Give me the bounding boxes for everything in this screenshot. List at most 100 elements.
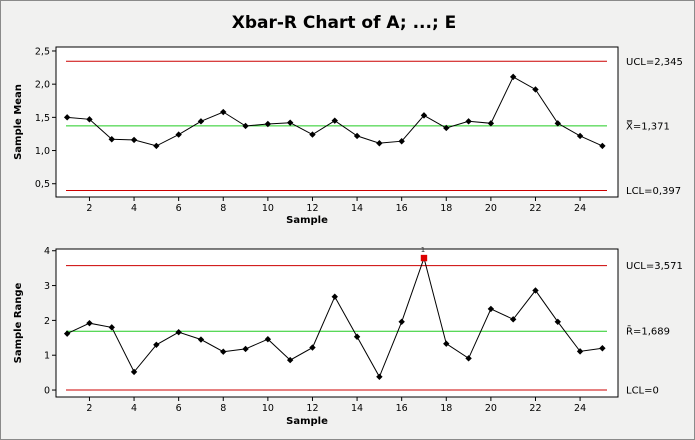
range-data-point	[86, 319, 93, 327]
xbar-data-point	[309, 131, 316, 138]
range-ucl-label: UCL=3,571	[626, 261, 683, 272]
xbar-ytick-label: 2,0	[35, 80, 50, 91]
xbar-xtick-label: 12	[306, 203, 318, 214]
range-xtick-label: 12	[306, 403, 318, 414]
range-flagged-point	[420, 254, 428, 262]
range-data-point	[376, 373, 383, 381]
xbar-xtick-label: 8	[220, 203, 226, 214]
range-center-label: R̄=1,689	[626, 325, 670, 338]
xbar-data-point	[376, 140, 383, 147]
range-flag-label: 1	[421, 246, 425, 254]
range-xtick-label: 10	[262, 403, 274, 414]
range-data-point	[242, 345, 249, 353]
xbar-ytick-label: 0,5	[35, 179, 50, 190]
xbar-ytick-label: 1,5	[35, 113, 50, 124]
range-data-point	[331, 293, 338, 300]
xbar-data-point	[63, 114, 71, 121]
xbar-data-point	[86, 116, 93, 123]
range-data-point	[286, 356, 294, 364]
xbar-ytick-label: 2,5	[35, 46, 50, 57]
xbar-xtick-label: 16	[396, 203, 408, 214]
xbar-data-point	[532, 86, 539, 93]
xbar-data-point	[509, 73, 517, 81]
xbar-data-point	[242, 122, 249, 130]
range-plot-area	[55, 248, 619, 398]
xbar-lcl-label: LCL=0,397	[626, 186, 681, 197]
range-x-axis-label: Sample	[286, 416, 328, 427]
xbar-center-label: X̿=1,371	[626, 119, 670, 133]
xbar-data-point	[175, 131, 182, 138]
range-xtick-label: 6	[176, 403, 182, 414]
range-data-point	[309, 344, 316, 351]
range-data-point	[63, 330, 71, 337]
xbar-data-point	[286, 119, 294, 126]
range-data-point	[153, 341, 160, 348]
xbar-panel: 0,51,01,52,02,52 4 6 8 10 12 14 16 18 20 22 24Sampl…	[13, 46, 683, 226]
xbar-xtick-label: 10	[262, 203, 274, 214]
xbar-y-axis-label: Sample Mean	[13, 84, 24, 160]
xbar-xtick-label: 24	[574, 203, 586, 214]
xbar-xtick-label: 22	[529, 203, 541, 214]
xbar-data-point	[264, 120, 272, 128]
range-data-point	[599, 345, 606, 352]
range-data-point	[487, 305, 495, 313]
range-data-point	[264, 335, 272, 343]
xbar-xtick-label: 2	[86, 203, 92, 214]
range-xtick-label: 22	[529, 403, 541, 414]
range-ytick-label: 2	[44, 316, 50, 327]
range-data-point	[108, 324, 115, 331]
xbar-data-point	[554, 120, 561, 127]
range-ytick-label: 0	[44, 386, 50, 397]
xbar-xtick-label: 14	[351, 203, 363, 214]
xbar-ytick-label: 1,0	[35, 146, 50, 157]
range-ytick-label: 3	[44, 281, 50, 292]
xbar-data-point	[599, 142, 606, 150]
chart-title: Xbar-R Chart of A; ...; E	[232, 13, 457, 33]
xbar-xtick-label: 4	[131, 203, 137, 214]
xbar-data-point	[197, 118, 205, 125]
range-data-point	[398, 318, 405, 325]
xbar-xtick-label: 18	[440, 203, 452, 214]
range-xtick-label: 18	[440, 403, 452, 414]
range-data-point	[465, 355, 472, 362]
xbar-data-point	[576, 132, 584, 140]
range-xtick-label: 20	[485, 403, 497, 414]
range-xtick-label: 24	[574, 403, 586, 414]
xbar-xtick-label: 20	[485, 203, 497, 214]
xbar-x-axis-label: Sample	[286, 215, 328, 226]
range-xtick-label: 8	[220, 403, 226, 414]
range-data-point	[576, 348, 584, 355]
xbar-data-point	[353, 132, 361, 140]
range-data-point	[509, 316, 517, 323]
xbar-data-point	[420, 112, 428, 119]
range-data-point	[130, 368, 138, 376]
range-xtick-label: 16	[396, 403, 408, 414]
range-lcl-label: LCL=0	[626, 386, 659, 397]
range-data-point	[197, 336, 205, 343]
range-data-point	[532, 287, 539, 294]
range-xtick-label: 14	[351, 403, 363, 414]
xbar-data-point	[220, 108, 227, 116]
range-data-point	[220, 348, 227, 355]
xbar-data-point	[130, 136, 138, 144]
range-ytick-label: 1	[44, 351, 50, 362]
range-data-point	[175, 329, 182, 336]
xbar-xtick-label: 6	[176, 203, 182, 214]
xbar-data-point	[331, 117, 338, 124]
xbar-data-point	[108, 136, 115, 143]
range-data-point	[554, 318, 561, 325]
range-xtick-label: 2	[86, 403, 92, 414]
range-xtick-label: 4	[131, 403, 137, 414]
range-data-point	[353, 333, 361, 340]
xbar-data-point	[153, 142, 160, 150]
xbar-data-point	[398, 138, 405, 145]
xbar-data-point	[465, 118, 472, 125]
xbar-data-point	[443, 124, 450, 132]
range-ytick-label: 4	[44, 246, 50, 257]
xbar-ucl-label: UCL=2,345	[626, 57, 683, 68]
xbar-data-point	[487, 120, 495, 127]
range-y-axis-label: Sample Range	[13, 282, 24, 363]
